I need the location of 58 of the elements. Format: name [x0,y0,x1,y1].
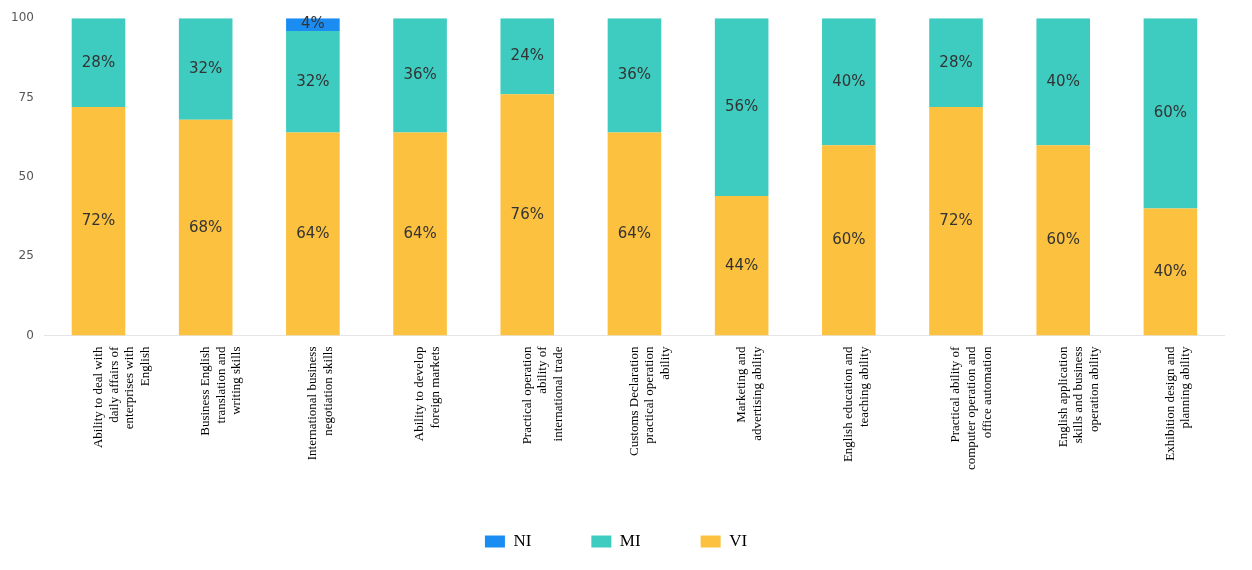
y-tick-label: 50 [18,169,34,183]
bar [286,30,340,133]
bar [1036,145,1091,336]
data-label: 72% [81,211,116,230]
bar [178,119,233,336]
bar [607,18,662,133]
data-label: 32% [189,58,223,77]
bar [71,107,126,336]
data-label: 64% [296,223,330,242]
data-label: 40% [1153,261,1188,280]
bar [500,18,555,95]
y-tick-label: 25 [18,248,34,263]
x-tick-label: Business English translation and writing skills [197,346,244,436]
bar [929,107,983,336]
data-label: 36% [617,65,652,84]
bar [393,132,447,336]
bar [714,18,769,196]
y-tick-label: 100 [11,10,34,25]
data-label: 24% [510,46,544,65]
data-label: 40% [1046,71,1080,90]
bar [71,18,126,108]
data-label: 68% [189,217,223,236]
y-tick-label: 75 [18,89,34,104]
bar [714,195,769,336]
data-label: 44% [724,255,759,274]
x-tick-label: Ability to deal with daily affairs of enterprises with English [89,345,152,449]
bar [607,132,662,336]
bar [393,18,447,133]
legend-label: NI [513,530,532,550]
bar [286,132,340,336]
data-label: 60% [1153,103,1188,122]
data-label: 72% [939,211,973,230]
bar [822,18,876,146]
data-label: 60% [832,230,866,249]
bar [500,94,555,336]
legend-label: MI [619,530,641,550]
bar [929,18,983,108]
data-label: 64% [403,223,437,242]
data-label: 32% [296,71,330,90]
data-label: 36% [403,65,437,84]
legend-label: VI [729,530,748,550]
bar [178,18,233,120]
bar [1143,208,1198,336]
x-tick-label: Customs Declaration practical operation ability [625,346,673,456]
data-label: 4% [300,14,325,33]
bar [1143,18,1198,209]
data-label: 28% [939,52,973,71]
x-tick-label: Ability to develop foreign markets [411,346,443,442]
bar [822,145,876,336]
data-label: 64% [617,223,652,242]
data-label: 56% [724,96,759,115]
data-label: 28% [81,52,116,71]
data-label: 60% [1046,230,1080,249]
data-label: 76% [510,204,544,223]
y-tick-label: 0 [26,327,34,342]
x-tick-label: English education and teaching ability [840,346,871,463]
bar [1036,18,1091,146]
data-label: 40% [832,71,866,90]
